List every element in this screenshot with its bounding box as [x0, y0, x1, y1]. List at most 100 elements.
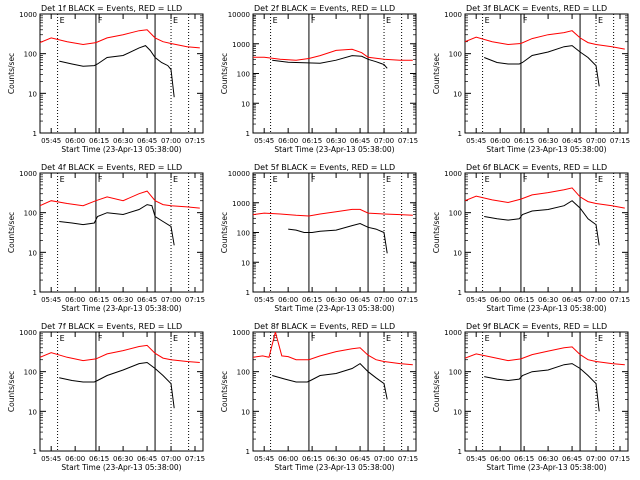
x-axis-label: Start Time (23-Apr-13 05:38:00) [274, 145, 394, 154]
series-line-events [484, 200, 600, 246]
x-tick-label: 06:45 [350, 296, 370, 304]
series-line-events [59, 204, 175, 246]
y-tick-label: 1000 [19, 170, 37, 178]
chart-panel-4: Det 4f BLACK = Events, RED = LLD 1 10 100 10… [7, 163, 205, 313]
y-tick-label: 1 [33, 448, 37, 456]
series-line-lld [465, 30, 625, 50]
x-axis-label: Start Time (23-Apr-13 05:38:00) [486, 145, 606, 154]
x-tick-label: 05:45 [41, 455, 61, 463]
series-group [40, 190, 200, 246]
plot-frame [252, 13, 417, 134]
series-line-lld [40, 190, 200, 209]
series-line-lld [253, 208, 413, 217]
x-tick-label: 06:00 [65, 137, 85, 145]
y-axis-label: Counts/sec [7, 212, 16, 253]
marker-label: F [311, 334, 316, 343]
y-tick-label: 1000 [444, 329, 462, 337]
x-tick-label: 06:15 [514, 137, 534, 145]
marker-label: F [523, 334, 528, 343]
x-tick-label: 05:45 [466, 455, 486, 463]
x-tick-label: 06:30 [326, 296, 346, 304]
y-tick-label: 1 [246, 130, 250, 138]
panel-title: Det 2f BLACK = Events, RED = LLD [254, 4, 395, 13]
y-tick-label: 1 [246, 448, 250, 456]
marker-label: F [98, 334, 103, 343]
x-axis-label: Start Time (23-Apr-13 05:38:00) [61, 463, 181, 472]
plot-frame [39, 13, 204, 134]
x-tick-label: 06:30 [538, 137, 558, 145]
y-tick-label: 100 [449, 210, 462, 218]
x-tick-label: 06:15 [89, 455, 109, 463]
y-axis-label: Counts/sec [432, 212, 441, 253]
marker-label: E [273, 334, 278, 343]
x-tick-label: 07:00 [374, 137, 394, 145]
y-axis-label: Counts/sec [220, 212, 229, 253]
chart-panel-1: Det 1f BLACK = Events, RED = LLD 1 10 100 10… [7, 4, 205, 154]
y-tick-label: 100 [237, 369, 250, 377]
x-tick-label: 06:15 [302, 137, 322, 145]
panel-title: Det 5f BLACK = Events, RED = LLD [254, 163, 395, 172]
marker-label: E [60, 334, 65, 343]
x-tick-label: 06:30 [113, 455, 133, 463]
marker-label: E [60, 16, 65, 25]
x-tick-label: 06:00 [490, 137, 510, 145]
y-tick-label: 100 [24, 210, 37, 218]
plot-frame [464, 331, 629, 452]
y-axis-label: Counts/sec [220, 371, 229, 412]
y-axis-label: Counts/sec [432, 371, 441, 412]
series-line-events [272, 55, 388, 69]
y-tick-label: 10 [453, 408, 462, 416]
x-tick-label: 05:45 [254, 137, 274, 145]
y-axis-label: Counts/sec [7, 371, 16, 412]
x-axis-label: Start Time (23-Apr-13 05:38:00) [486, 304, 606, 313]
y-tick-label: 1 [458, 130, 462, 138]
marker-label: F [98, 16, 103, 25]
x-tick-label: 05:45 [41, 296, 61, 304]
marker-label: E [598, 16, 603, 25]
x-tick-label: 06:00 [65, 296, 85, 304]
x-tick-label: 06:30 [326, 137, 346, 145]
marker-label: F [98, 175, 103, 184]
panel-title: Det 1f BLACK = Events, RED = LLD [41, 4, 182, 13]
x-tick-label: 06:00 [490, 455, 510, 463]
series-line-lld [40, 344, 200, 363]
plot-frame [39, 172, 204, 293]
marker-label: F [523, 16, 528, 25]
panel-title: Det 3f BLACK = Events, RED = LLD [466, 4, 607, 13]
x-tick-label: 06:45 [350, 455, 370, 463]
chart-panel-3: Det 3f BLACK = Events, RED = LLD 1 10 100 10… [432, 4, 630, 154]
series-line-events [484, 363, 600, 412]
series-group [40, 344, 200, 409]
x-tick-label: 07:15 [185, 137, 205, 145]
marker-label: E [386, 334, 391, 343]
x-tick-label: 05:45 [466, 296, 486, 304]
series-line-events [484, 45, 600, 87]
x-tick-label: 06:15 [514, 296, 534, 304]
marker-label: E [485, 334, 490, 343]
marker-label: E [273, 175, 278, 184]
x-tick-label: 07:15 [185, 455, 205, 463]
x-tick-label: 06:00 [65, 455, 85, 463]
marker-label: E [485, 175, 490, 184]
chart-panel-6: Det 6f BLACK = Events, RED = LLD 1 10 100 10… [432, 163, 630, 313]
marker-label: E [598, 334, 603, 343]
y-tick-label: 1 [458, 289, 462, 297]
x-tick-label: 06:45 [137, 137, 157, 145]
x-axis-label: Start Time (23-Apr-13 05:38:00) [61, 304, 181, 313]
x-tick-label: 07:15 [610, 455, 630, 463]
x-tick-label: 05:45 [466, 137, 486, 145]
y-tick-label: 100 [237, 71, 250, 79]
series-group [465, 30, 625, 87]
plot-frame [464, 13, 629, 134]
marker-label: E [173, 16, 178, 25]
x-tick-label: 06:30 [113, 296, 133, 304]
x-tick-label: 06:30 [538, 455, 558, 463]
y-tick-label: 100 [24, 51, 37, 59]
marker-label: E [173, 334, 178, 343]
y-tick-label: 100 [237, 230, 250, 238]
series-group [253, 48, 413, 69]
y-tick-label: 100 [449, 51, 462, 59]
y-tick-label: 100 [449, 369, 462, 377]
x-tick-label: 05:45 [41, 137, 61, 145]
